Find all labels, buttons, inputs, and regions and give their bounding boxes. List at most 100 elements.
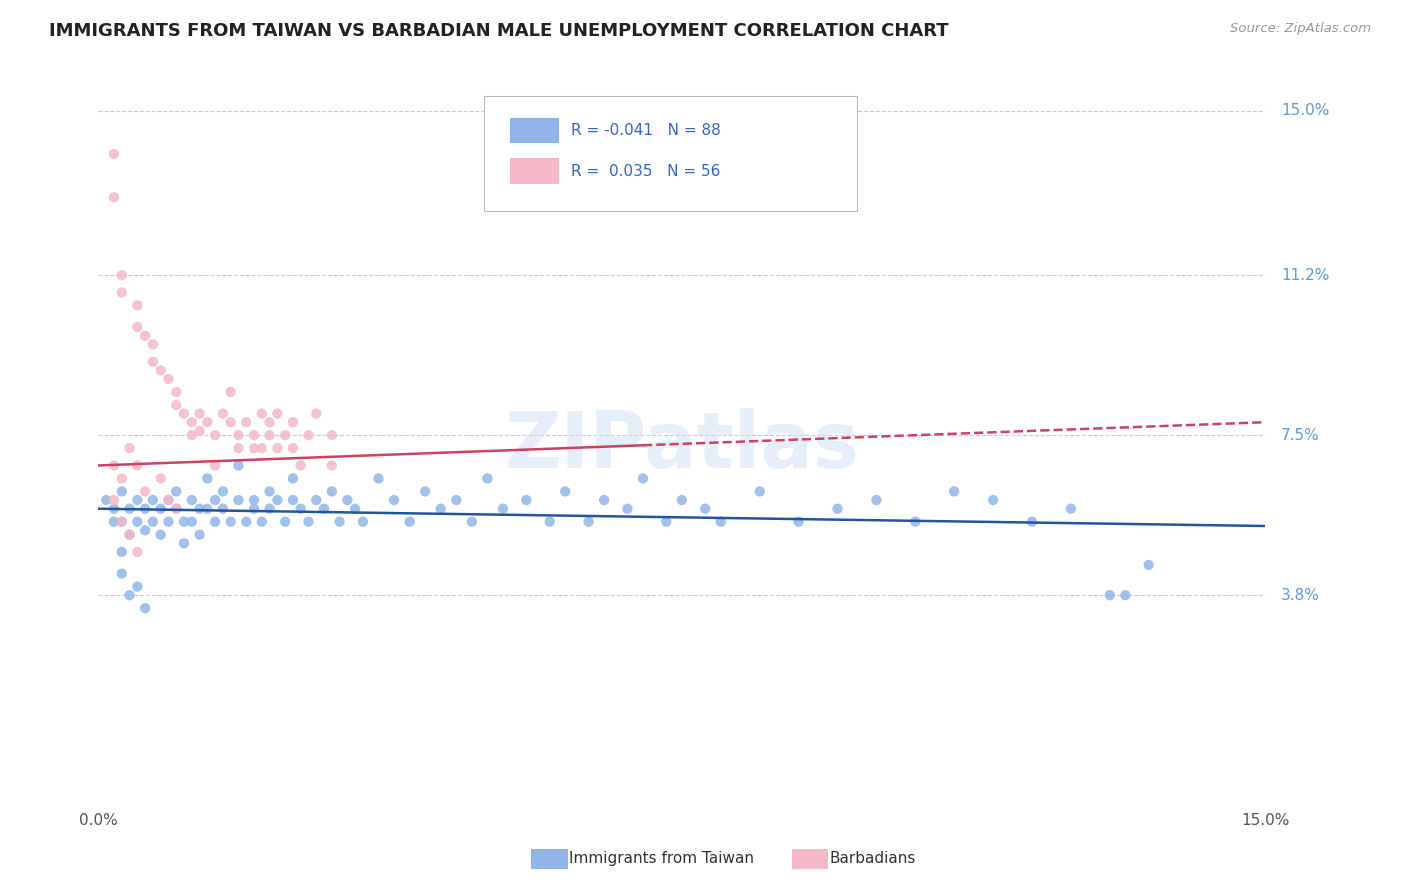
Point — [281, 441, 304, 455]
Point — [250, 441, 273, 455]
Point — [149, 363, 172, 377]
Point — [554, 484, 576, 499]
Point — [446, 493, 468, 508]
Point — [1098, 588, 1121, 602]
Point — [243, 501, 266, 516]
Point — [1060, 501, 1083, 516]
Point — [180, 493, 202, 508]
Point — [111, 566, 134, 581]
Point — [748, 484, 770, 499]
Point — [477, 471, 499, 485]
Point — [429, 501, 451, 516]
Point — [204, 515, 226, 529]
Point — [259, 501, 281, 516]
Point — [173, 515, 195, 529]
Point — [578, 515, 600, 529]
Point — [321, 484, 343, 499]
Point — [243, 441, 266, 455]
Point — [127, 298, 149, 312]
FancyBboxPatch shape — [484, 96, 858, 211]
Point — [134, 601, 156, 615]
Point — [243, 428, 266, 442]
Point — [281, 493, 304, 508]
Point — [321, 458, 343, 473]
Point — [274, 515, 297, 529]
Point — [290, 458, 312, 473]
Text: IMMIGRANTS FROM TAIWAN VS BARBADIAN MALE UNEMPLOYMENT CORRELATION CHART: IMMIGRANTS FROM TAIWAN VS BARBADIAN MALE… — [49, 22, 949, 40]
Point — [290, 501, 312, 516]
Point — [165, 484, 187, 499]
Point — [228, 493, 250, 508]
Point — [142, 337, 165, 351]
Point — [228, 428, 250, 442]
Point — [382, 493, 405, 508]
FancyBboxPatch shape — [510, 118, 560, 144]
Point — [173, 536, 195, 550]
Point — [188, 407, 211, 421]
Point — [165, 501, 187, 516]
Point — [180, 428, 202, 442]
Point — [111, 515, 134, 529]
Point — [118, 441, 141, 455]
Point — [344, 501, 367, 516]
Point — [134, 524, 156, 538]
Point — [710, 515, 733, 529]
Point — [212, 501, 235, 516]
Point — [118, 588, 141, 602]
Point — [329, 515, 352, 529]
Point — [305, 493, 328, 508]
Point — [259, 428, 281, 442]
Point — [297, 428, 319, 442]
Point — [127, 458, 149, 473]
Point — [336, 493, 359, 508]
Point — [515, 493, 537, 508]
Text: 7.5%: 7.5% — [1281, 427, 1320, 442]
Point — [367, 471, 389, 485]
Point — [865, 493, 887, 508]
Point — [188, 424, 211, 438]
Point — [398, 515, 420, 529]
Text: R =  0.035   N = 56: R = 0.035 N = 56 — [571, 164, 720, 178]
Point — [461, 515, 484, 529]
Point — [219, 515, 242, 529]
Point — [157, 493, 180, 508]
Point — [127, 493, 149, 508]
Point — [297, 515, 319, 529]
Point — [111, 484, 134, 499]
Point — [180, 415, 202, 429]
Point — [103, 190, 125, 204]
Point — [157, 493, 180, 508]
Point — [538, 515, 561, 529]
Point — [165, 384, 187, 399]
Point — [235, 515, 257, 529]
Point — [266, 407, 288, 421]
Point — [134, 484, 156, 499]
Point — [118, 501, 141, 516]
Point — [103, 493, 125, 508]
Point — [157, 372, 180, 386]
Point — [228, 458, 250, 473]
Point — [96, 493, 118, 508]
Point — [173, 407, 195, 421]
Point — [127, 545, 149, 559]
Point — [219, 415, 242, 429]
Text: R = -0.041   N = 88: R = -0.041 N = 88 — [571, 123, 721, 138]
Point — [149, 501, 172, 516]
Point — [695, 501, 717, 516]
Point — [165, 398, 187, 412]
Text: Barbadians: Barbadians — [830, 852, 915, 866]
Point — [250, 407, 273, 421]
Point — [111, 471, 134, 485]
Point — [212, 484, 235, 499]
Point — [165, 501, 187, 516]
Point — [134, 501, 156, 516]
Point — [188, 501, 211, 516]
Point — [1021, 515, 1043, 529]
Point — [118, 527, 141, 541]
Text: 3.8%: 3.8% — [1281, 588, 1320, 603]
Point — [1137, 558, 1160, 572]
Point — [259, 415, 281, 429]
Point — [134, 328, 156, 343]
Point — [787, 515, 810, 529]
Point — [103, 501, 125, 516]
